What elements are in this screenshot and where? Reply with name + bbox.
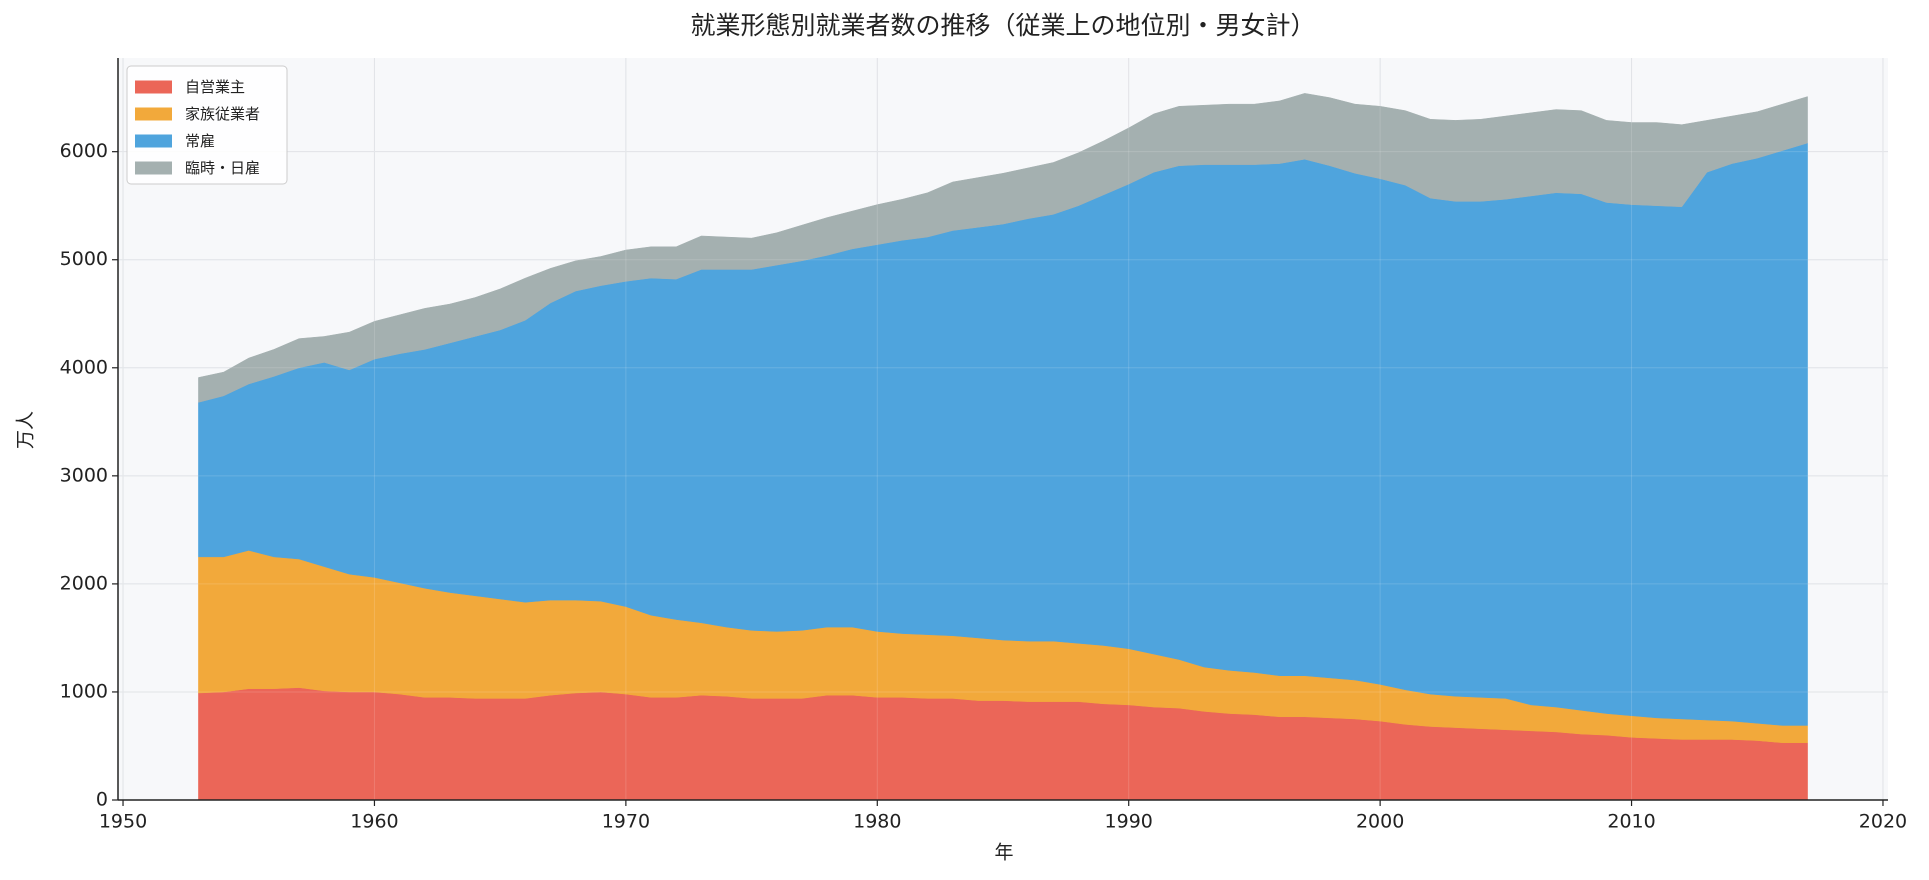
legend-label: 臨時・日雇 — [185, 159, 260, 177]
y-tick-label: 3000 — [60, 464, 108, 486]
chart-title: 就業形態別就業者数の推移（従業上の地位別・男女計） — [690, 11, 1315, 40]
x-tick-label: 1950 — [99, 811, 147, 833]
x-tick-label: 1980 — [853, 811, 901, 833]
x-axis-label: 年 — [994, 842, 1013, 864]
legend-swatch — [135, 107, 172, 121]
y-tick-label: 0 — [96, 789, 108, 811]
y-tick-label: 4000 — [60, 356, 108, 378]
legend-label: 常雇 — [185, 132, 215, 150]
legend-swatch — [135, 80, 172, 94]
x-tick-label: 1990 — [1105, 811, 1153, 833]
y-axis-label: 万人 — [15, 411, 37, 449]
x-tick-label: 2010 — [1607, 811, 1655, 833]
legend-label: 家族従業者 — [185, 105, 260, 123]
legend-swatch — [135, 161, 172, 175]
y-tick-label: 5000 — [60, 248, 108, 270]
y-tick-label: 6000 — [60, 140, 108, 162]
y-tick-label: 1000 — [60, 680, 108, 702]
x-tick-label: 2020 — [1859, 811, 1907, 833]
legend-label: 自営業主 — [185, 78, 245, 96]
x-tick-label: 2000 — [1356, 811, 1404, 833]
y-tick-label: 2000 — [60, 572, 108, 594]
legend-frame — [126, 65, 288, 185]
x-tick-label: 1970 — [602, 811, 650, 833]
x-tick-label: 1960 — [350, 811, 398, 833]
legend-swatch — [135, 134, 172, 148]
area — [198, 93, 1808, 403]
